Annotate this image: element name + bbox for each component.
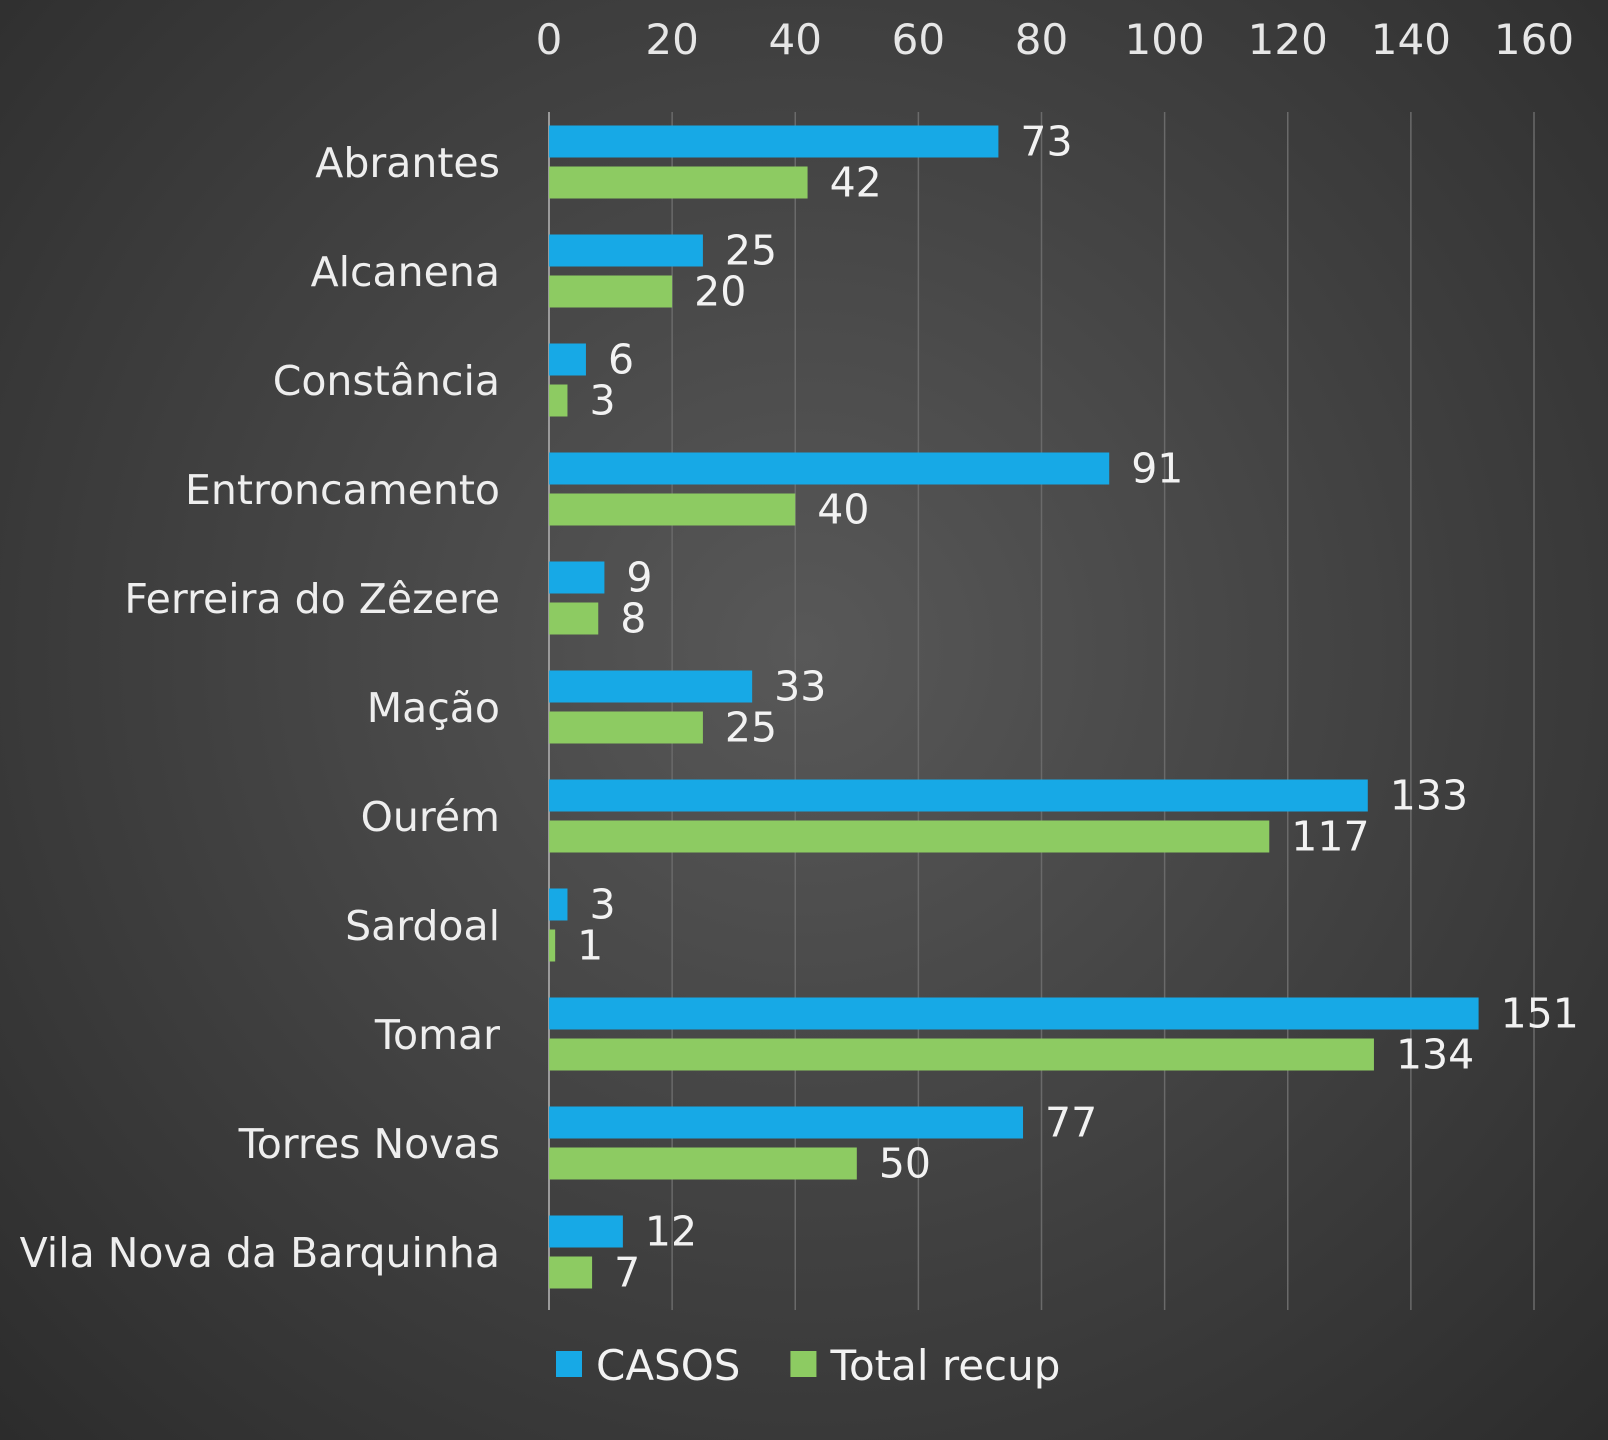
data-labels: 7342252063914098332513311731151134775012… <box>577 118 1579 1297</box>
category-label: Ourém <box>361 793 500 841</box>
data-label: 20 <box>694 268 746 316</box>
bar <box>549 343 586 376</box>
x-tick-label: 20 <box>645 15 698 64</box>
x-tick-label: 120 <box>1248 15 1328 64</box>
bar <box>549 997 1479 1030</box>
x-tick-label: 60 <box>892 15 945 64</box>
category-label: Entroncamento <box>185 466 500 514</box>
bar <box>549 602 599 635</box>
bar <box>549 1147 857 1180</box>
category-label: Sardoal <box>345 902 500 950</box>
data-label: 3 <box>589 881 615 929</box>
bars <box>549 125 1479 1289</box>
data-label: 91 <box>1131 445 1183 493</box>
data-label: 1 <box>577 922 603 970</box>
data-label: 77 <box>1045 1099 1097 1147</box>
bar <box>549 452 1110 485</box>
bar <box>549 1038 1374 1071</box>
bar <box>549 1256 593 1289</box>
bar <box>549 125 999 158</box>
data-label: 3 <box>589 377 615 425</box>
category-label: Torres Novas <box>238 1120 500 1168</box>
category-label: Mação <box>367 684 500 732</box>
data-label: 7 <box>614 1249 640 1297</box>
bar <box>549 561 605 594</box>
data-label: 33 <box>774 663 826 711</box>
bar <box>549 166 808 199</box>
data-label: 42 <box>830 159 882 207</box>
legend-label: Total recup <box>829 1341 1060 1390</box>
x-tick-label: 160 <box>1494 15 1574 64</box>
data-label: 134 <box>1396 1031 1474 1079</box>
bar <box>549 929 556 962</box>
legend-swatch <box>790 1351 817 1377</box>
bar <box>549 1215 623 1248</box>
bar <box>549 779 1368 812</box>
data-label: 50 <box>879 1140 931 1188</box>
x-tick-label: 100 <box>1125 15 1205 64</box>
bar <box>549 275 673 308</box>
x-tick-label: 0 <box>536 15 563 64</box>
data-label: 73 <box>1020 118 1072 166</box>
bar <box>549 711 703 744</box>
data-label: 12 <box>645 1208 697 1256</box>
bar <box>549 1106 1024 1139</box>
category-label: Vila Nova da Barquinha <box>20 1229 500 1277</box>
x-tick-label: 80 <box>1015 15 1068 64</box>
data-label: 40 <box>817 486 869 534</box>
data-label: 6 <box>608 336 634 384</box>
legend-swatch <box>556 1351 582 1377</box>
category-label: Alcanena <box>311 248 500 296</box>
bar <box>549 670 753 703</box>
data-label: 25 <box>725 227 777 275</box>
bar <box>549 888 568 921</box>
bar <box>549 234 703 267</box>
category-label: Ferreira do Zêzere <box>124 575 500 623</box>
x-tick-label: 40 <box>769 15 822 64</box>
data-label: 9 <box>626 554 652 602</box>
category-labels: Abrantes Alcanena Constância Entroncamento F… <box>20 139 500 1277</box>
legend-label: CASOS <box>596 1341 740 1390</box>
x-tick-label: 140 <box>1371 15 1451 64</box>
data-label: 151 <box>1501 990 1579 1038</box>
category-label: Constância <box>273 357 500 405</box>
data-label: 8 <box>620 595 646 643</box>
bar <box>549 384 568 417</box>
x-axis-ticks: 0 20 40 60 80 100 120 140 160 <box>536 15 1574 64</box>
category-label: Abrantes <box>315 139 500 187</box>
data-label: 117 <box>1291 813 1369 861</box>
bar <box>549 820 1270 853</box>
category-label: Tomar <box>374 1011 500 1059</box>
data-label: 133 <box>1390 772 1468 820</box>
data-label: 25 <box>725 704 777 752</box>
bar <box>549 493 796 526</box>
legend: CASOS Total recup <box>556 1341 1060 1390</box>
